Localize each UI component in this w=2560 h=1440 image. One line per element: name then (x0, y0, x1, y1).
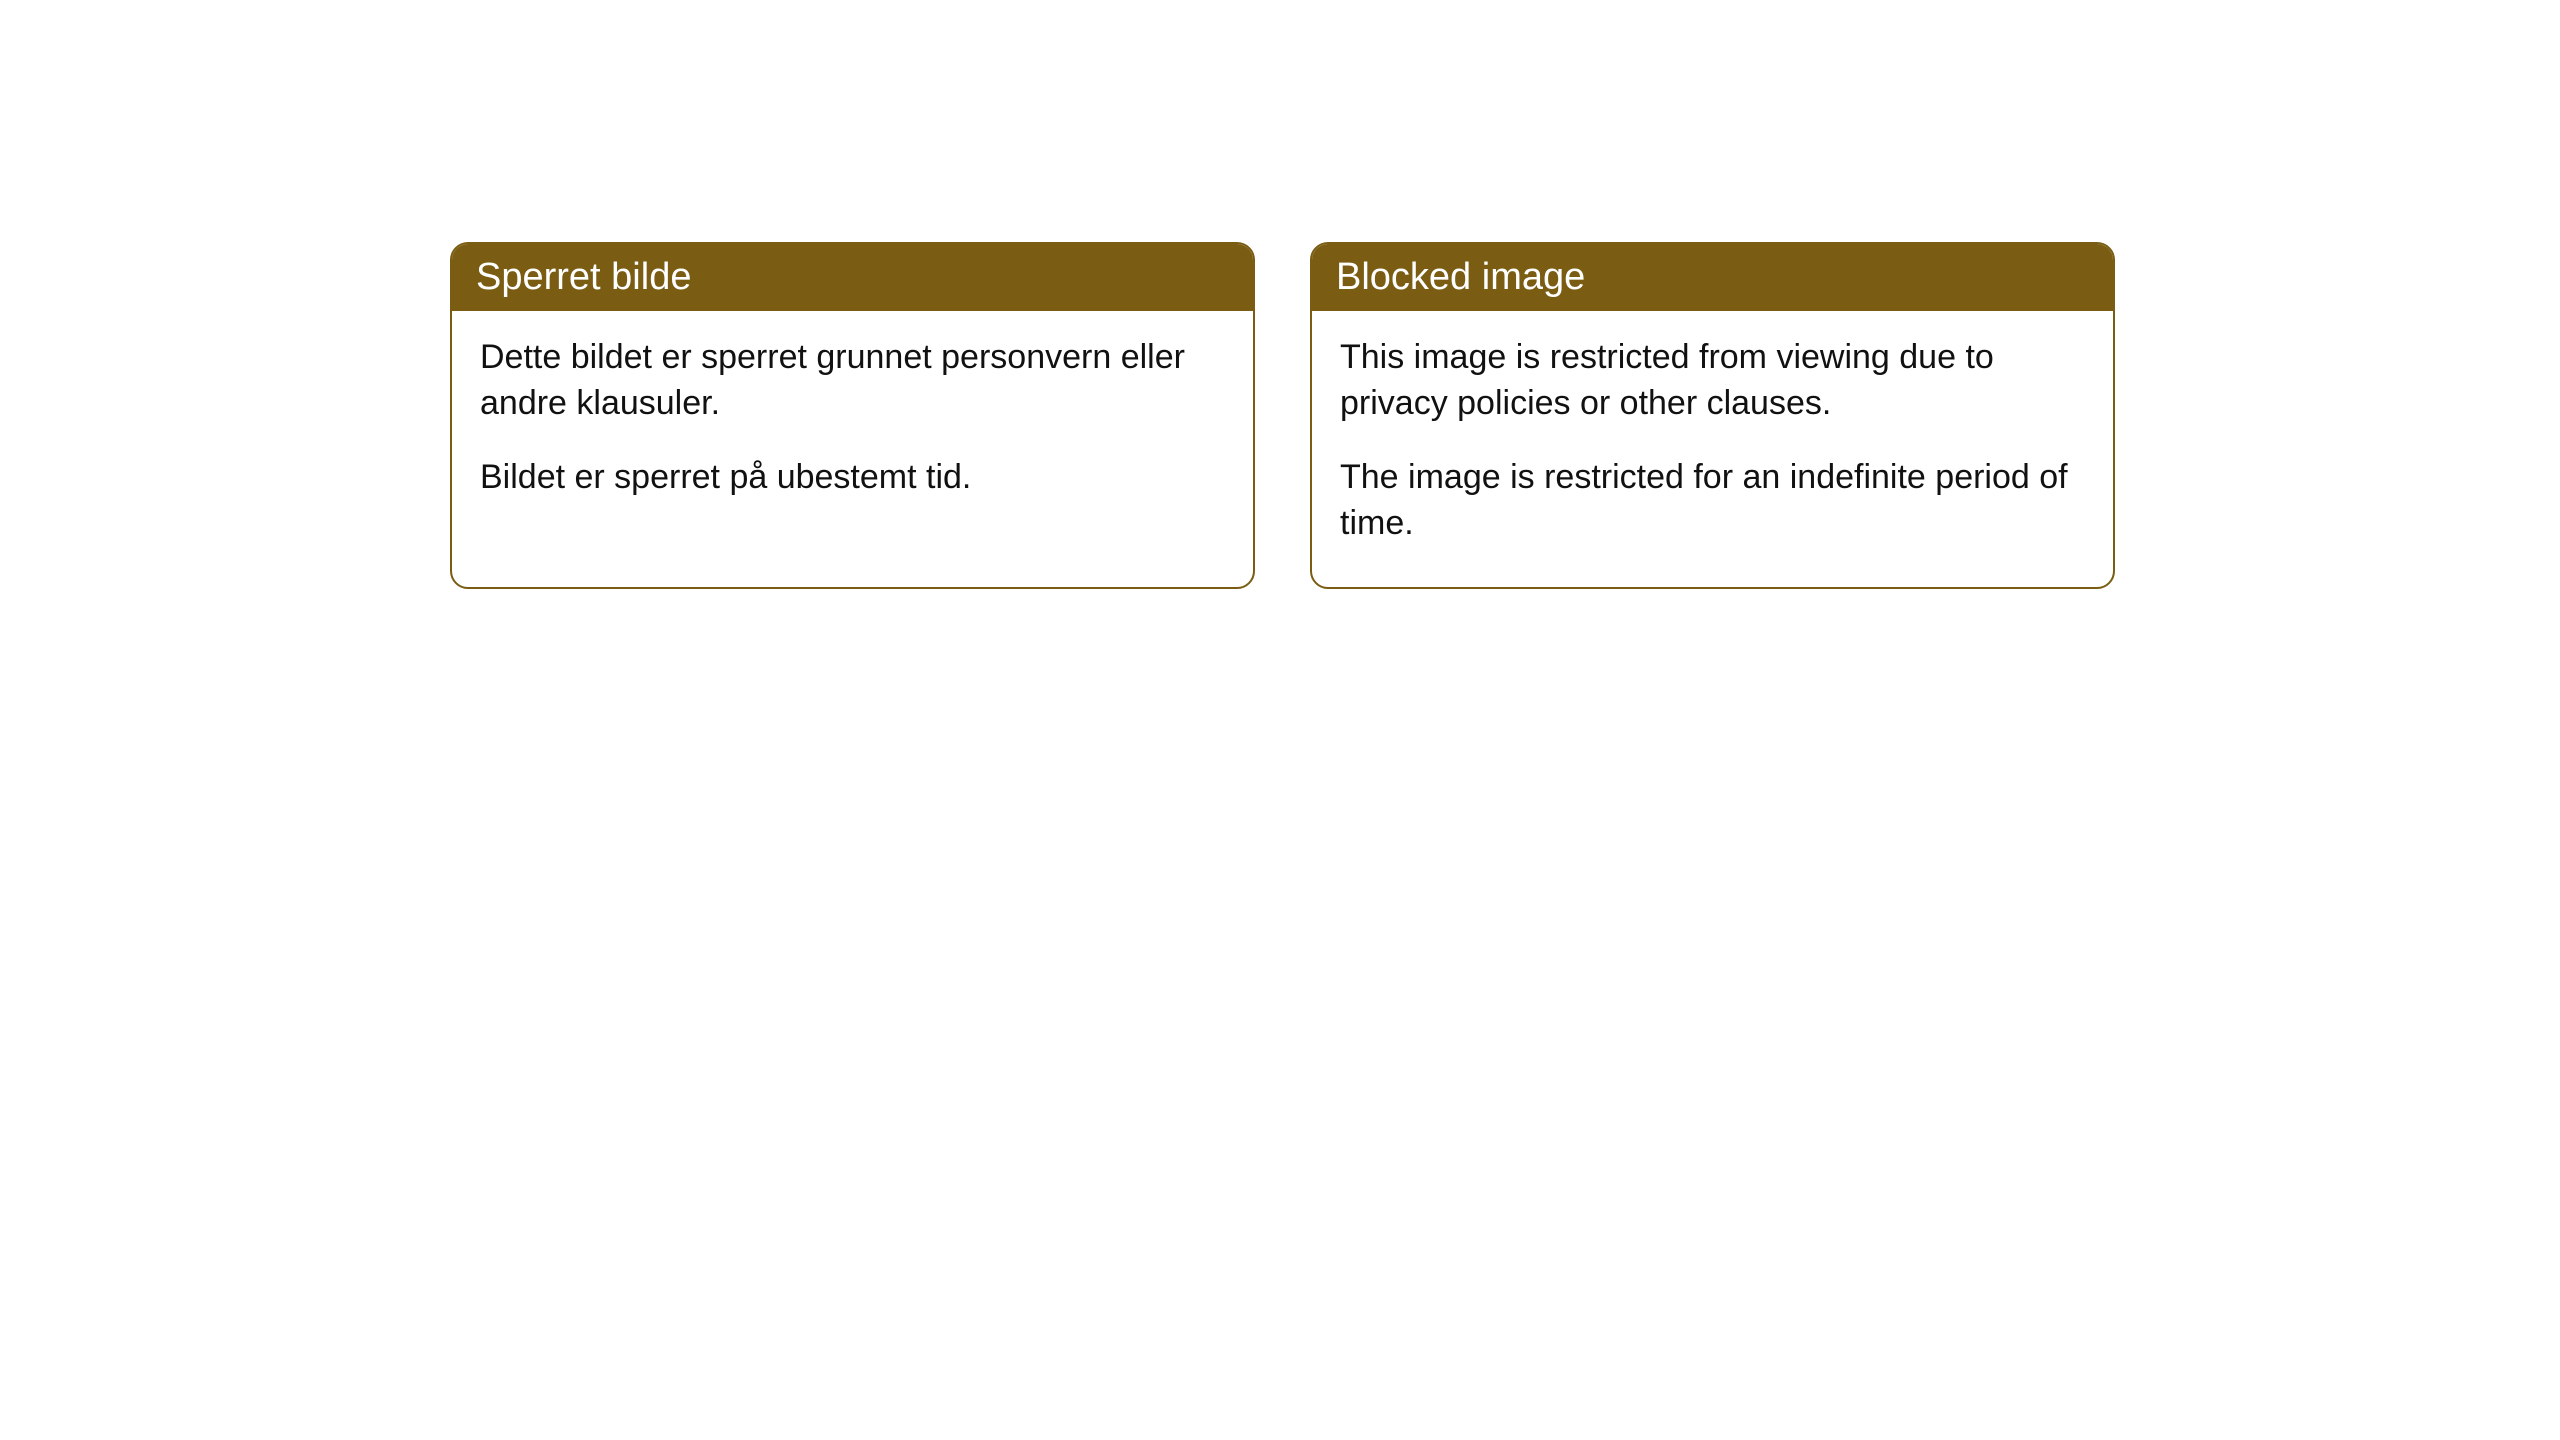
card-paragraph: This image is restricted from viewing du… (1340, 335, 2085, 427)
card-title: Blocked image (1336, 256, 1585, 298)
card-paragraph: Bildet er sperret på ubestemt tid. (480, 455, 1225, 501)
card-header: Sperret bilde (452, 244, 1253, 311)
card-paragraph: The image is restricted for an indefinit… (1340, 455, 2085, 547)
notice-container: Sperret bilde Dette bildet er sperret gr… (450, 242, 2115, 589)
notice-card-norwegian: Sperret bilde Dette bildet er sperret gr… (450, 242, 1255, 589)
notice-card-english: Blocked image This image is restricted f… (1310, 242, 2115, 589)
card-header: Blocked image (1312, 244, 2113, 311)
card-paragraph: Dette bildet er sperret grunnet personve… (480, 335, 1225, 427)
card-title: Sperret bilde (476, 256, 691, 298)
card-body: Dette bildet er sperret grunnet personve… (452, 311, 1253, 541)
card-body: This image is restricted from viewing du… (1312, 311, 2113, 587)
